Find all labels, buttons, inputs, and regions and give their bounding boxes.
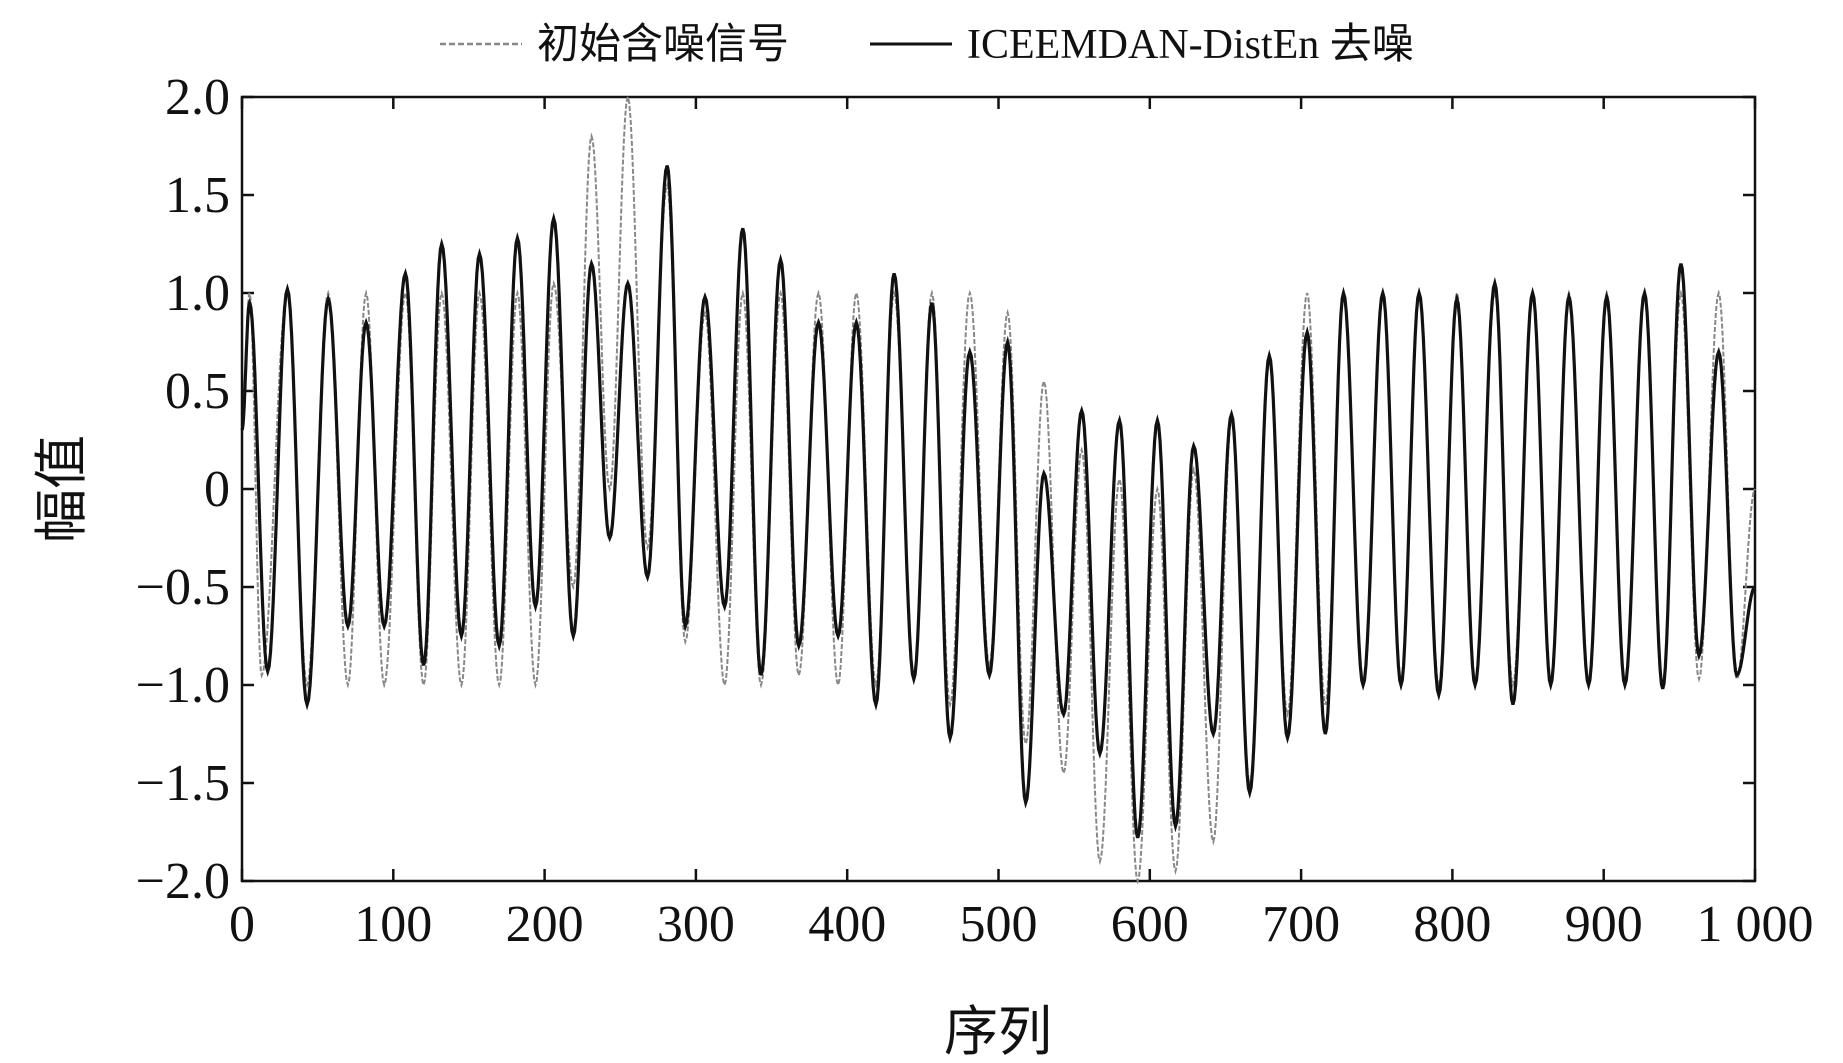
y-tick-label: 0	[204, 461, 230, 518]
y-tick-label: 1.5	[165, 167, 230, 224]
legend: 初始含噪信号 ICEEMDAN-DistEn 去噪	[440, 19, 1414, 68]
y-tick-label: −2.0	[136, 853, 230, 910]
x-tick-label: 400	[808, 896, 886, 953]
y-tick-label: 2.0	[165, 69, 230, 126]
y-tick-label: −1.5	[136, 755, 230, 812]
x-tick-label: 700	[1262, 896, 1340, 953]
x-axis-label: 序列	[944, 1000, 1052, 1063]
x-tick-label: 1 000	[1697, 896, 1814, 953]
x-tick-label: 200	[506, 896, 584, 953]
y-tick-label: −1.0	[136, 657, 230, 714]
y-tick-label: 1.0	[165, 265, 230, 322]
x-tick-label: 300	[657, 896, 735, 953]
y-tick-label: −0.5	[136, 559, 230, 616]
plot-area	[240, 96, 1757, 885]
y-axis-label: 幅值	[30, 435, 93, 543]
x-tick-label: 800	[1413, 896, 1491, 953]
y-axis: 2.0 1.5 1.0 0.5 0 −0.5 −1.0 −1.5 −2.0	[136, 69, 1755, 910]
legend-label-denoised: ICEEMDAN-DistEn 去噪	[967, 22, 1414, 68]
y-tick-label: 0.5	[165, 363, 230, 420]
x-tick-label: 600	[1111, 896, 1189, 953]
series-line-denoised	[240, 165, 1757, 839]
x-tick-label: 900	[1565, 896, 1643, 953]
x-tick-label: 0	[229, 896, 255, 953]
legend-label-noisy: 初始含噪信号	[537, 19, 789, 68]
x-axis: 0 100 200 300 400 500 600 700 800 900 1 000	[229, 97, 1814, 953]
x-tick-label: 500	[960, 896, 1038, 953]
x-tick-label: 100	[354, 896, 432, 953]
